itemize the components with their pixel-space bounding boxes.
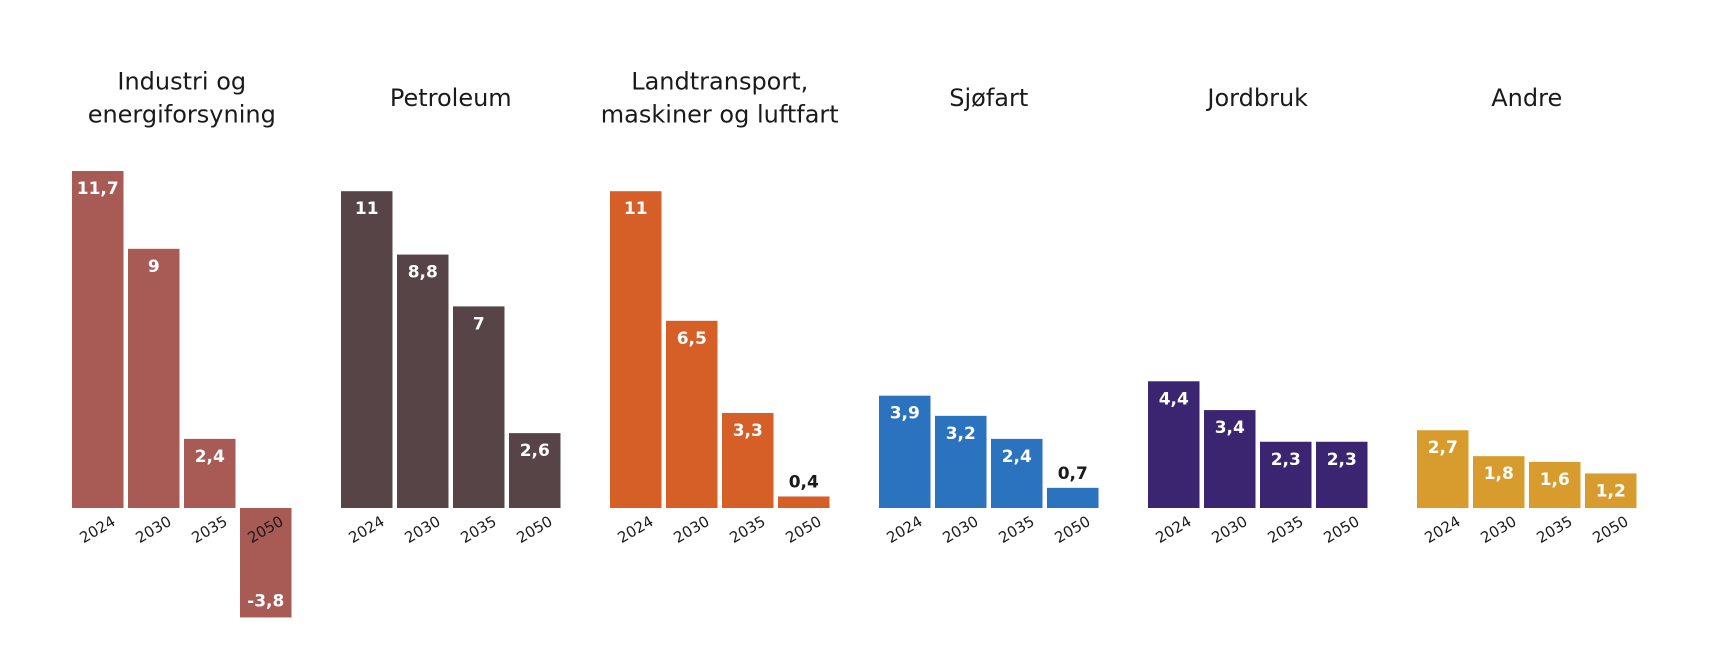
value-label: 7 [473, 314, 485, 334]
value-label: 8,8 [408, 263, 438, 283]
value-label: 2,4 [195, 447, 225, 467]
x-tick-label: 2035 [1264, 512, 1306, 547]
x-tick-label: 2030 [132, 512, 174, 547]
x-tick-label: 2035 [1533, 512, 1575, 547]
x-tick-label: 2030 [670, 512, 712, 547]
bar [1417, 430, 1469, 508]
panel-title: Jordbruk [1205, 84, 1308, 112]
bar [879, 395, 931, 508]
panel-title: Industri og [117, 68, 246, 96]
value-label: 2,4 [1002, 447, 1032, 467]
x-tick-label: 2035 [188, 512, 230, 547]
bar [610, 191, 662, 508]
value-label: 11,7 [77, 179, 119, 199]
panel-title: maskiner og luftfart [601, 101, 839, 129]
bar [240, 508, 292, 618]
bar [184, 438, 236, 508]
bar [1473, 456, 1525, 508]
bar [453, 306, 505, 508]
x-tick-label: 2050 [1051, 512, 1093, 547]
panel-title: Petroleum [390, 84, 512, 112]
x-tick-label: 2024 [614, 512, 656, 547]
bar [341, 191, 393, 508]
x-tick-label: 2050 [513, 512, 555, 547]
x-tick-label: 2030 [401, 512, 443, 547]
x-tick-label: 2024 [345, 512, 387, 547]
value-label: 2,6 [520, 441, 550, 461]
value-label: 6,5 [677, 329, 707, 349]
value-label: -3,8 [247, 591, 284, 611]
bar [935, 415, 987, 508]
bar [1260, 441, 1312, 508]
value-label: 11 [624, 199, 648, 219]
x-tick-label: 2050 [782, 512, 824, 547]
bar [722, 412, 774, 508]
x-tick-label: 2024 [883, 512, 925, 547]
x-tick-label: 2024 [1152, 512, 1194, 547]
panel-title: Landtransport, [631, 68, 808, 96]
value-label: 0,4 [789, 472, 819, 492]
bar [778, 496, 830, 508]
x-tick-label: 2030 [1208, 512, 1250, 547]
bar [1148, 381, 1200, 508]
panel-title: energiforsyning [88, 101, 276, 129]
x-tick-label: 2050 [1320, 512, 1362, 547]
value-label: 4,4 [1159, 389, 1189, 409]
value-label: 3,3 [733, 421, 763, 441]
panel-title: Sjøfart [949, 84, 1028, 112]
bar [128, 248, 180, 509]
x-tick-label: 2035 [995, 512, 1037, 547]
bar [666, 320, 718, 508]
x-tick-label: 2035 [457, 512, 499, 547]
bar [1047, 487, 1099, 508]
value-label: 3,9 [890, 404, 920, 424]
x-tick-label: 2030 [939, 512, 981, 547]
x-tick-label: 2050 [1589, 512, 1631, 547]
bar [1204, 410, 1256, 508]
x-tick-label: 2024 [1421, 512, 1463, 547]
value-label: 2,3 [1271, 450, 1301, 470]
bar [991, 438, 1043, 508]
value-label: 2,3 [1327, 450, 1357, 470]
value-label: 11 [355, 199, 379, 219]
x-tick-label: 2024 [76, 512, 118, 547]
value-label: 9 [148, 257, 160, 277]
bar [1316, 441, 1368, 508]
bar [72, 171, 124, 509]
value-label: 3,4 [1215, 418, 1245, 438]
value-label: 1,6 [1540, 470, 1570, 490]
x-tick-label: 2035 [726, 512, 768, 547]
bar [397, 254, 449, 508]
value-label: 2,7 [1428, 438, 1458, 458]
value-label: 0,7 [1058, 464, 1088, 484]
bar [1529, 461, 1581, 508]
x-tick-label: 2030 [1477, 512, 1519, 547]
value-label: 1,8 [1484, 464, 1514, 484]
value-label: 1,2 [1596, 481, 1626, 501]
panel-title: Andre [1491, 84, 1562, 112]
value-label: 3,2 [946, 424, 976, 444]
bar [1585, 473, 1637, 508]
bar [509, 433, 561, 508]
